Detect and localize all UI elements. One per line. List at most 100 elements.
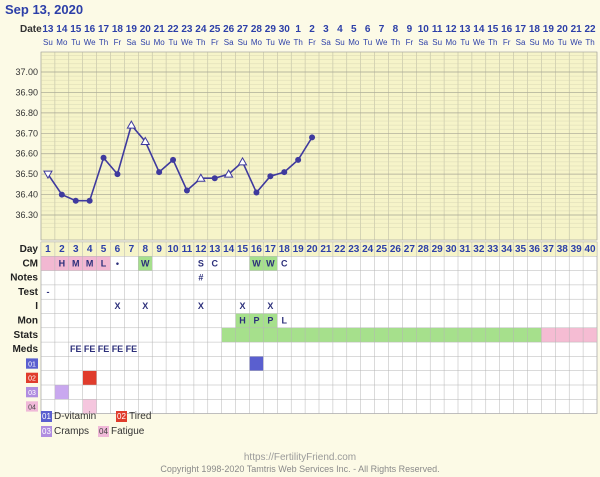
cm-pink-cell (96, 256, 111, 271)
cm-cell-text: M (86, 258, 94, 268)
weekday-tick: Th (391, 38, 400, 47)
date-tick: 25 (209, 24, 221, 35)
day-tick: 25 (376, 244, 388, 255)
legend-02-swatch: 02 (116, 411, 127, 422)
day-tick: 5 (101, 244, 107, 255)
temperature-point (195, 173, 206, 182)
weekday-tick: We (473, 38, 485, 47)
stats-green-fill (221, 327, 542, 343)
mon-cell-text: L (282, 316, 288, 326)
weekday-tick: Th (196, 38, 205, 47)
day-tick: 24 (362, 244, 374, 255)
med-number: 02 (28, 376, 36, 383)
date-tick: 12 (445, 24, 457, 35)
day-tick: 29 (432, 244, 444, 255)
day-tick: 31 (459, 244, 471, 255)
row-label: Meds (12, 344, 38, 355)
med-01-cell (249, 356, 264, 371)
temperature-point (267, 173, 274, 180)
footer-url[interactable]: https://FertilityFriend.com (243, 452, 357, 463)
date-tick: 1 (295, 24, 301, 35)
weekday-tick: Mo (543, 38, 555, 47)
row-label: Notes (10, 273, 38, 284)
day-tick: 30 (445, 244, 457, 255)
day-tick: 20 (306, 244, 318, 255)
day-tick: 8 (142, 244, 148, 255)
y-tick-label: 36.50 (15, 169, 38, 179)
weekday-tick: Su (238, 38, 248, 47)
day-tick: 36 (529, 244, 541, 255)
date-tick: 11 (432, 24, 443, 35)
day-tick: 12 (195, 244, 207, 255)
day-tick: 39 (571, 244, 583, 255)
day-tick: 21 (320, 244, 332, 255)
cm-cell-text: W (266, 258, 275, 268)
date-tick: 21 (571, 24, 583, 35)
meds-cell-text: FE (70, 344, 82, 354)
chart-date-title: Sep 13, 2020 (5, 2, 84, 17)
cm-cell-text: M (72, 258, 80, 268)
day-tick: 38 (557, 244, 569, 255)
date-tick: 28 (251, 24, 263, 35)
weekday-tick: Tu (460, 38, 469, 47)
temperature-point (140, 136, 151, 145)
date-label: Date (20, 24, 42, 35)
day-tick: 3 (73, 244, 79, 255)
date-tick: 4 (337, 24, 343, 35)
day-tick: 11 (182, 244, 193, 255)
weekday-tick: Mo (56, 38, 68, 47)
weekday-tick: We (570, 38, 582, 47)
med-number: 03 (28, 390, 36, 397)
legend-04-swatch: 04 (98, 426, 109, 437)
date-tick: 15 (487, 24, 499, 35)
weekday-tick: Sa (224, 38, 234, 47)
date-tick: 2 (309, 24, 315, 35)
date-tick: 5 (351, 24, 357, 35)
weekday-tick: Th (488, 38, 497, 47)
weekday-tick: Su (140, 38, 150, 47)
meds-cell-text: FE (126, 344, 138, 354)
cm-pink-cell (54, 256, 69, 271)
temperature-point (72, 197, 79, 204)
cm-pink-cell (82, 256, 97, 271)
legend-01-label: D-vitamin (54, 411, 97, 422)
row-label: CM (22, 258, 38, 269)
day-tick: 2 (59, 244, 65, 255)
temperature-point (170, 156, 177, 163)
temperature-point (309, 134, 316, 141)
mon-cell-text: H (239, 316, 246, 326)
mon-green-cell (235, 313, 250, 328)
weekday-tick: Fr (503, 38, 511, 47)
date-tick: 20 (557, 24, 569, 35)
date-tick: 14 (56, 24, 68, 35)
cm-pink-cell (41, 256, 55, 271)
date-tick: 24 (195, 24, 207, 35)
med-number-box (26, 387, 38, 398)
weekday-tick: Mo (348, 38, 360, 47)
test-cell-text: - (46, 287, 49, 297)
temperature-point (156, 169, 163, 176)
y-tick-label: 37.00 (15, 67, 38, 77)
i-cell-text: X (198, 301, 204, 311)
cm-cell-text: H (59, 258, 66, 268)
weekday-tick: Sa (126, 38, 136, 47)
cm-cell-text: • (116, 258, 119, 268)
weekday-tick: We (376, 38, 388, 47)
date-tick: 15 (70, 24, 82, 35)
cm-green-cell (138, 256, 153, 271)
legend-03-label: Cramps (54, 426, 90, 437)
day-tick: 22 (334, 244, 346, 255)
temperature-point (58, 191, 65, 198)
med-02-cell (82, 370, 97, 385)
date-tick: 3 (323, 24, 329, 35)
i-cell-text: X (240, 301, 246, 311)
day-tick: 14 (223, 244, 235, 255)
date-tick: 8 (393, 24, 399, 35)
date-tick: 16 (84, 24, 96, 35)
cm-cell-text: W (252, 258, 261, 268)
mon-green-cell (263, 313, 278, 328)
weekday-tick: Sa (516, 38, 526, 47)
row-label: Day (20, 244, 39, 255)
date-tick: 18 (529, 24, 541, 35)
